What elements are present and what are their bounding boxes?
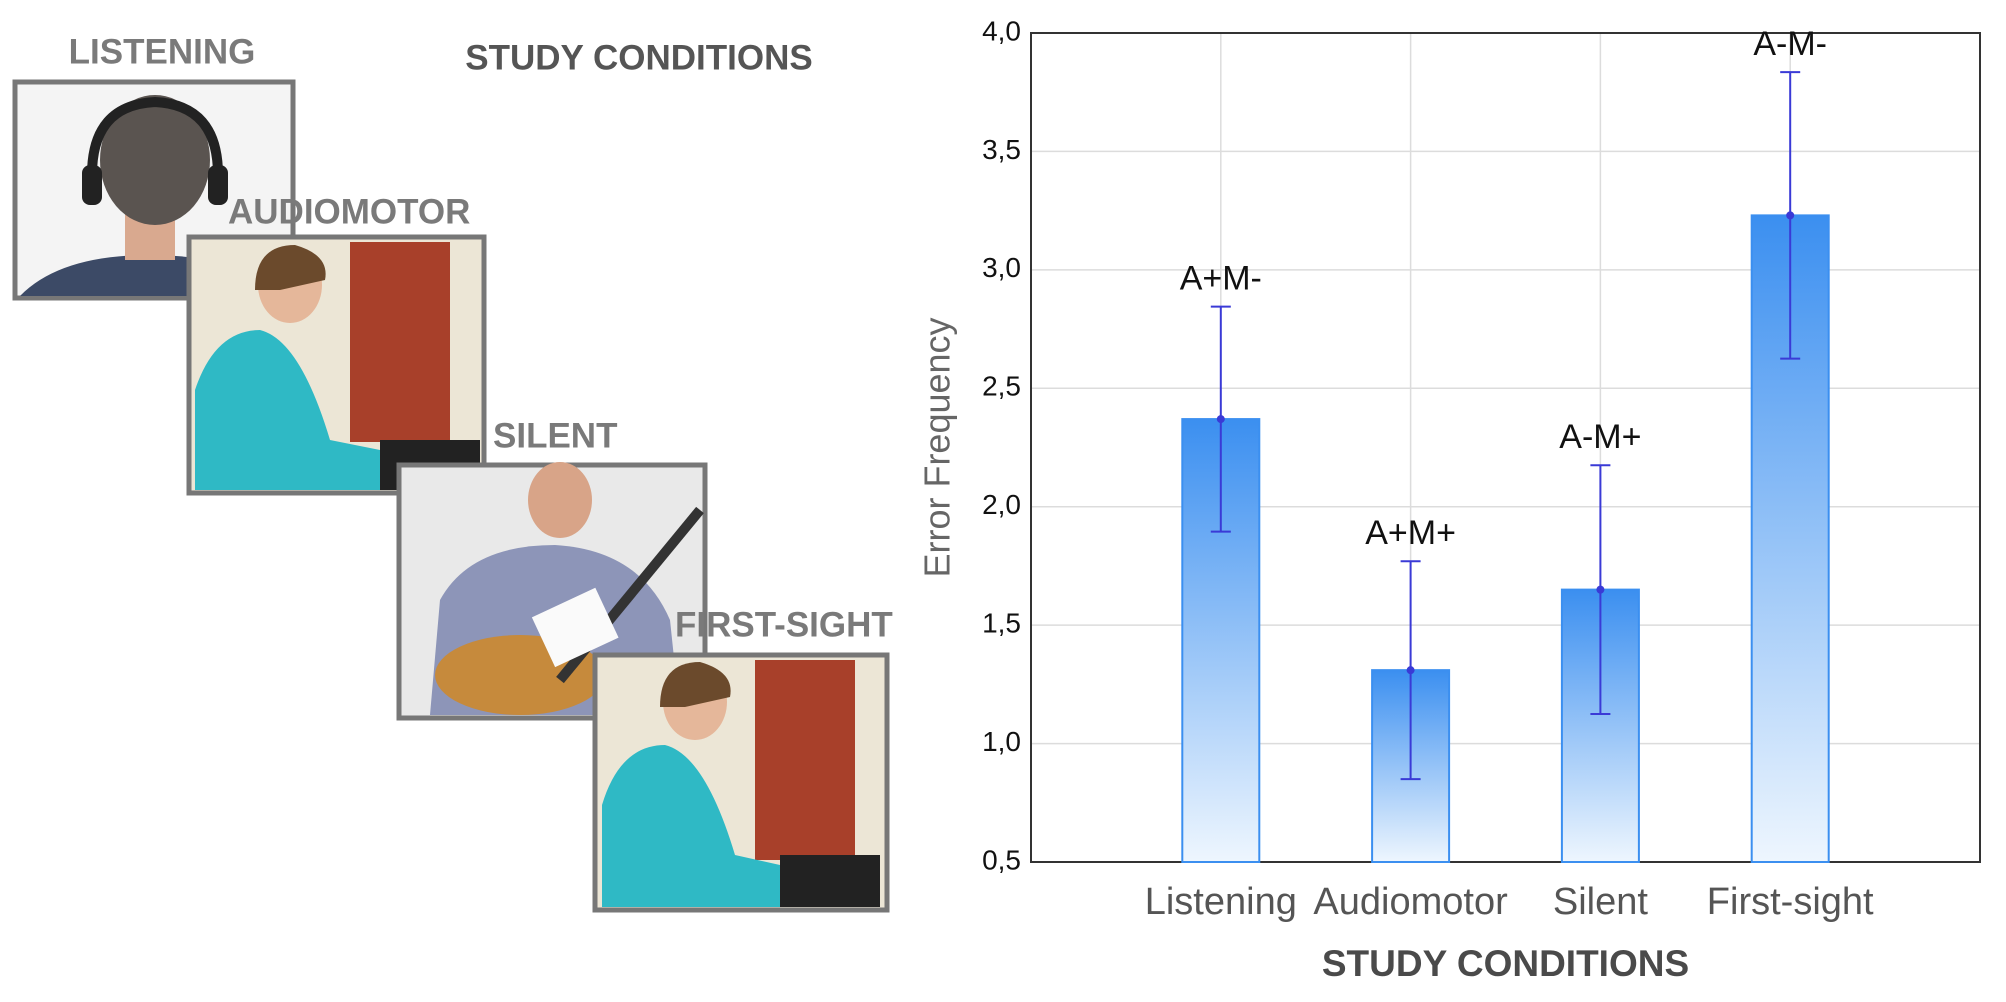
- y-tick-label: 0,5: [982, 844, 1021, 875]
- bar-label: A-M-: [1753, 25, 1827, 63]
- y-tick-label: 3,5: [982, 134, 1021, 165]
- mean-dot: [1406, 666, 1415, 675]
- photo-panel: STUDY CONDITIONS LISTENING AUDIOMOTOR: [12, 32, 893, 913]
- mean-dot: [1596, 585, 1605, 594]
- x-tick-label: Audiomotor: [1313, 881, 1508, 923]
- bar-label: A+M-: [1180, 260, 1262, 298]
- mean-dot: [1216, 415, 1225, 424]
- photo-label: SILENT: [493, 416, 617, 455]
- bar-label: A-M+: [1559, 418, 1641, 456]
- plot-frame: [1030, 32, 1981, 863]
- x-tick-label: Silent: [1553, 881, 1648, 923]
- photo-label: LISTENING: [69, 32, 256, 71]
- x-tick-label: First-sight: [1707, 881, 1874, 923]
- mean-dot: [1786, 211, 1795, 220]
- y-tick-label: 1,5: [982, 608, 1021, 639]
- bar-label: A+M+: [1365, 514, 1456, 552]
- y-tick-label: 2,5: [982, 371, 1021, 402]
- x-axis-title: STUDY CONDITIONS: [1322, 943, 1689, 984]
- panel-title: STUDY CONDITIONS: [465, 38, 812, 77]
- y-tick-label: 2,0: [982, 489, 1021, 520]
- photo-audiomotor: [186, 234, 487, 496]
- y-tick-label: 4,0: [982, 15, 1021, 46]
- photo-first-sight: [592, 652, 890, 913]
- photo-label: AUDIOMOTOR: [228, 192, 470, 231]
- y-tick-label: 3,0: [982, 252, 1021, 283]
- y-tick-label: 1,0: [982, 726, 1021, 757]
- photo-label: FIRST-SIGHT: [675, 605, 893, 644]
- x-tick-label: Listening: [1145, 881, 1297, 923]
- chart: 0,5 1,0 1,5 2,0 2,5 3,0 3,5 4,0 A+M- Listening A+M…: [917, 15, 1981, 984]
- y-axis-title: Error Frequency: [917, 317, 958, 577]
